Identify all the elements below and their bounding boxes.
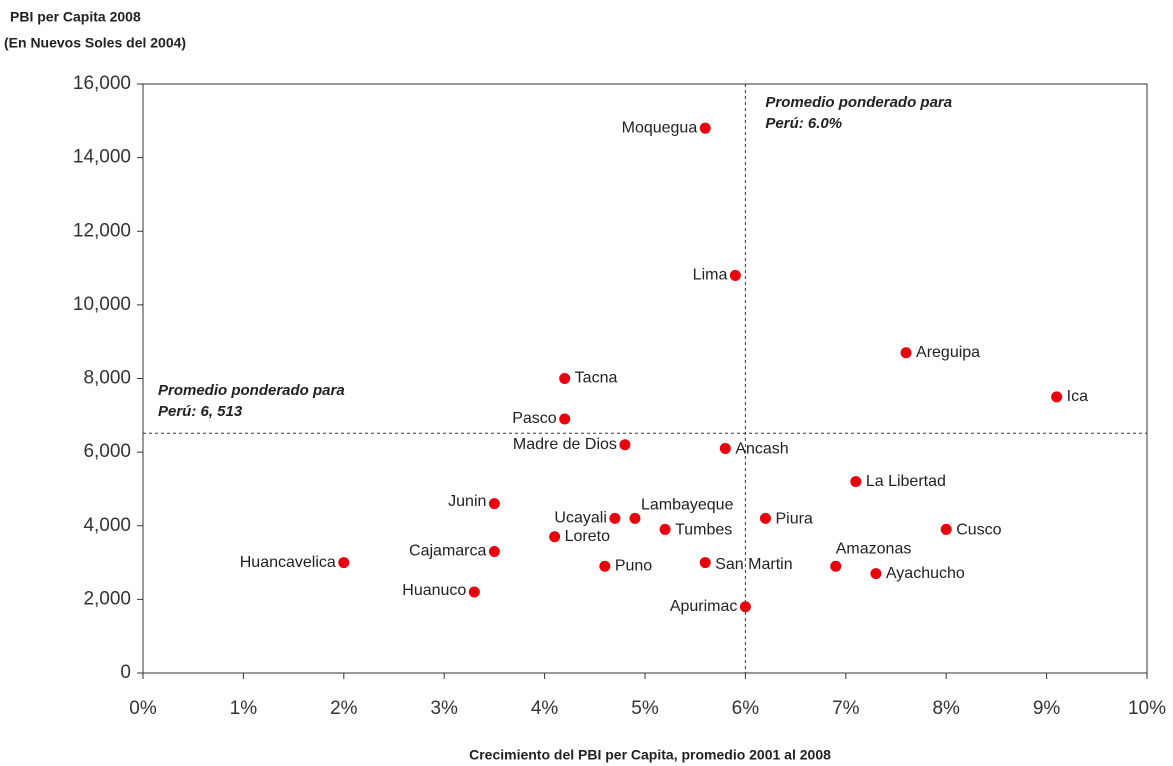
point-label: Amazonas	[836, 540, 912, 557]
point	[719, 442, 731, 454]
y-tick-label: 12,000	[73, 220, 131, 241]
point	[619, 439, 631, 451]
x-tick-label: 8%	[932, 698, 960, 719]
y-tick-label: 6,000	[83, 441, 131, 462]
point-label: Apurimac	[670, 598, 738, 615]
point	[900, 347, 912, 359]
point	[830, 560, 842, 572]
point-label: Junin	[448, 493, 486, 510]
point	[609, 512, 621, 524]
y-tick-label: 2,000	[83, 588, 131, 609]
x-tick-label: 5%	[631, 698, 659, 719]
y-axis-title: PBI per Capita 2008	[10, 9, 141, 25]
point	[870, 568, 882, 580]
point-label: Areguipa	[916, 344, 980, 361]
y-tick-label: 16,000	[73, 73, 131, 94]
x-axis-title: Crecimiento del PBI per Capita, promedio…	[469, 747, 831, 763]
point	[850, 476, 862, 488]
point-label: Cajamarca	[409, 543, 486, 560]
y-axis-title: (En Nuevos Soles del 2004)	[4, 35, 186, 51]
reference-note: Perú: 6, 513	[158, 403, 243, 420]
point	[739, 601, 751, 613]
x-tick-label: 3%	[430, 698, 458, 719]
point	[338, 557, 350, 569]
x-tick-label: 6%	[732, 698, 760, 719]
y-tick-label: 8,000	[83, 368, 131, 389]
reference-note: Promedio ponderado para	[158, 382, 345, 399]
point-label: Lambayeque	[641, 497, 734, 514]
point	[468, 586, 480, 598]
point	[549, 531, 561, 543]
point-label: Huancavelica	[240, 554, 336, 571]
point	[599, 560, 611, 572]
reference-note: Promedio ponderado para	[765, 94, 952, 111]
plot-frame	[142, 83, 1148, 674]
point-label: Loreto	[565, 528, 610, 545]
point-label: Moquegua	[622, 119, 698, 136]
point	[1051, 391, 1063, 403]
point	[940, 523, 952, 535]
point	[699, 122, 711, 134]
x-tick-label: 7%	[832, 698, 860, 719]
point-label: Piura	[775, 511, 812, 528]
point-label: Cusco	[956, 522, 1001, 539]
point	[699, 557, 711, 569]
point-label: Huanuco	[402, 582, 466, 599]
x-tick-label: 0%	[129, 698, 157, 719]
point-label: Madre de Dios	[513, 436, 617, 453]
x-tick-label: 9%	[1033, 698, 1061, 719]
point-label: Ayachucho	[886, 565, 965, 582]
point	[488, 546, 500, 558]
point-label: Tacna	[575, 370, 618, 387]
point	[559, 373, 571, 384]
point-label: Tumbes	[675, 522, 732, 539]
point-label: Lima	[693, 267, 728, 284]
point-label: Puno	[615, 557, 652, 574]
y-tick-label: 14,000	[73, 147, 131, 168]
x-tick-label: 4%	[531, 698, 559, 719]
point-label: Ica	[1067, 388, 1088, 405]
x-tick-label: 10%	[1128, 698, 1166, 719]
y-tick-label: 4,000	[83, 515, 131, 536]
point-label: Ancash	[735, 441, 788, 458]
y-tick-label: 10,000	[73, 294, 131, 315]
point	[759, 512, 771, 524]
point	[629, 512, 641, 524]
x-tick-label: 1%	[230, 698, 258, 719]
point-label: Pasco	[512, 410, 557, 427]
reference-note: Perú: 6.0%	[765, 115, 842, 132]
point	[559, 413, 571, 425]
point-label: San Martin	[715, 556, 792, 573]
point	[729, 269, 741, 281]
y-tick-label: 0	[120, 662, 131, 683]
point-label: Ucayali	[554, 510, 606, 527]
x-tick-label: 2%	[330, 698, 358, 719]
point	[488, 498, 500, 510]
point-label: La Libertad	[866, 473, 946, 490]
point	[659, 523, 671, 535]
